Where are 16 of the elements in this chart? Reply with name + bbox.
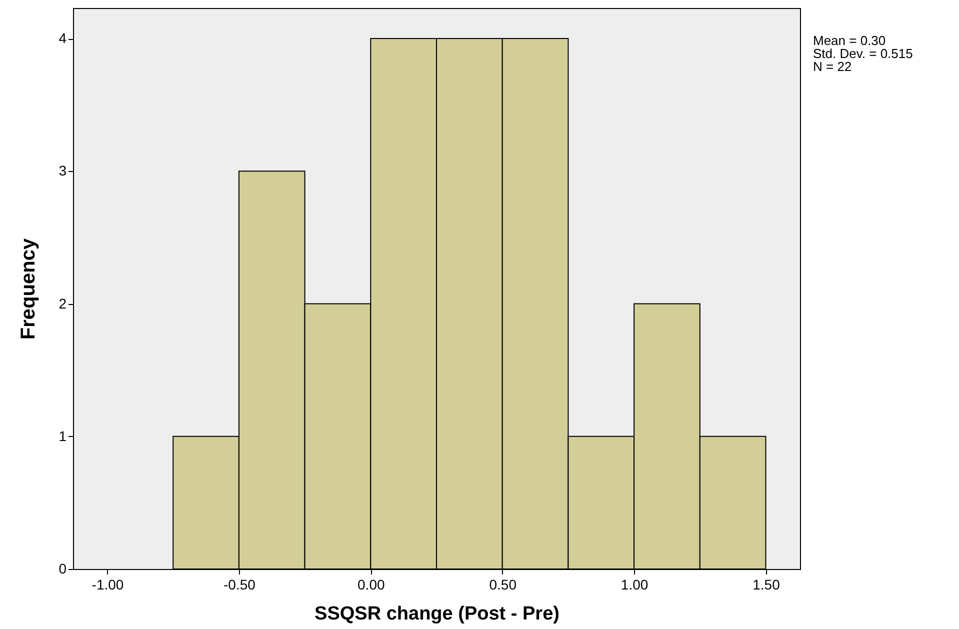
y-tick-label: 4 xyxy=(58,30,67,46)
x-tick-label: -1.00 xyxy=(92,576,124,592)
y-axis-title: Frequency xyxy=(18,238,40,340)
y-tick-label: 3 xyxy=(58,162,67,179)
x-tick-label: 0.50 xyxy=(489,576,517,592)
y-tick-label: 0 xyxy=(58,560,67,576)
x-axis-title: SSQSR change (Post - Pre) xyxy=(314,604,560,624)
x-tick-label: 0.00 xyxy=(358,576,385,592)
x-tick-label: 1.00 xyxy=(620,576,648,592)
text: Mean = 0.30 xyxy=(813,33,887,48)
y-tick-label: 1 xyxy=(58,428,67,444)
text: N = 22 xyxy=(813,59,853,74)
y-tick-label: 2 xyxy=(58,295,67,312)
x-tick-label: 1.50 xyxy=(752,576,780,592)
text: Std. Dev. = 0.515 xyxy=(813,46,913,61)
x-tick-label: -0.50 xyxy=(223,576,256,592)
